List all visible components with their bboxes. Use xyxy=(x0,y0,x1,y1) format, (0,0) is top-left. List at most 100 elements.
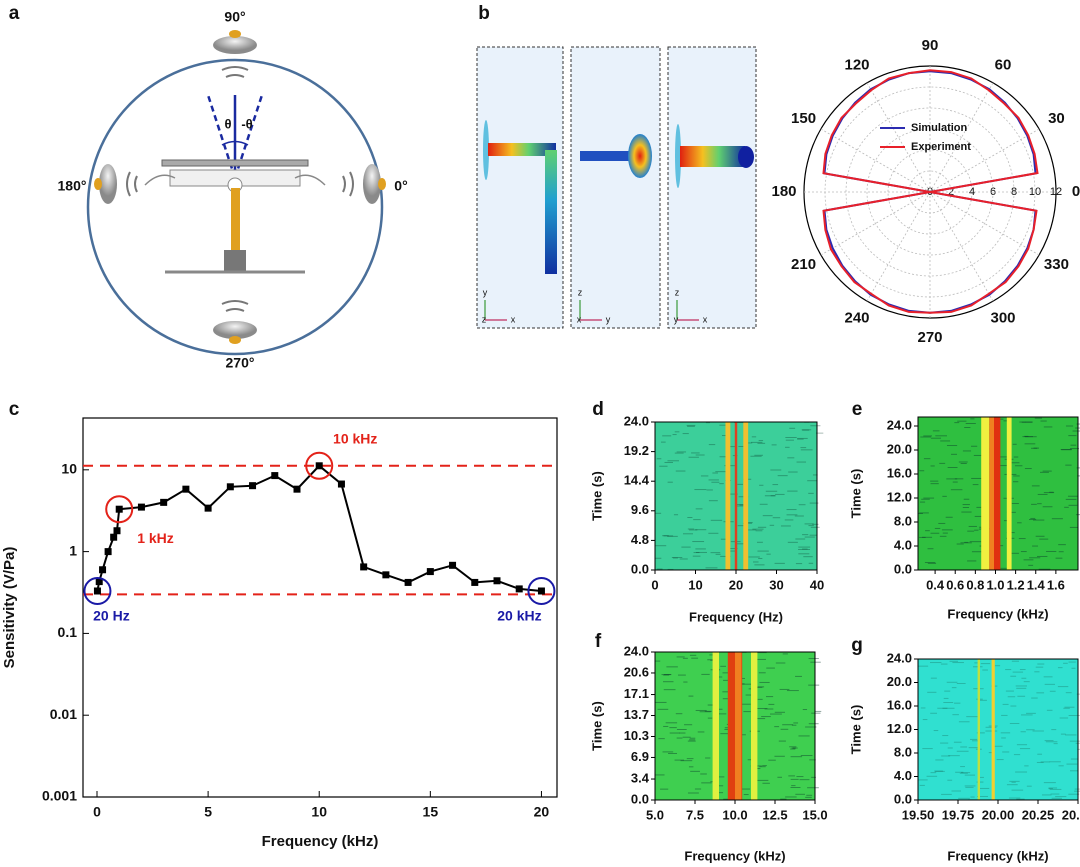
panel-label: b xyxy=(478,3,490,24)
point xyxy=(110,533,118,541)
y-tick-label: 4.0 xyxy=(894,537,912,552)
y-tick-label: 0.0 xyxy=(894,791,912,806)
annotation-circle xyxy=(527,576,556,605)
y-tick-label: 20.0 xyxy=(887,674,912,689)
panel-label: e xyxy=(852,399,863,420)
x-tick-label: 19.75 xyxy=(942,807,975,822)
x-tick-label: 30 xyxy=(769,577,783,592)
y-tick-label: 10 xyxy=(61,461,77,477)
grid-spoke xyxy=(820,128,931,193)
y-tick-label: 0.1 xyxy=(58,624,78,640)
angle-label: 180° xyxy=(58,178,87,194)
axis-name: z xyxy=(675,287,680,297)
point xyxy=(493,577,501,585)
x-tick-label: 0.4 xyxy=(926,577,945,592)
y-tick-label: 12.0 xyxy=(887,489,912,504)
spectral-band xyxy=(1006,417,1012,570)
x-tick-label: 20.25 xyxy=(1022,807,1055,822)
y-tick-label: 16.0 xyxy=(887,697,912,712)
x-tick-label: 12.5 xyxy=(762,807,787,822)
y-tick-label: 24.0 xyxy=(624,413,649,428)
plot-frame xyxy=(82,417,558,798)
grid-circle xyxy=(866,128,994,256)
spectrogram-bg xyxy=(918,659,1078,800)
x-tick-label: 40 xyxy=(810,577,824,592)
angle-tick-label: 60 xyxy=(995,57,1012,74)
x-tick-label: 1.6 xyxy=(1047,577,1065,592)
point xyxy=(226,483,234,491)
y-axis-label: Time (s) xyxy=(848,469,863,519)
y-axis-label: Time (s) xyxy=(589,701,604,751)
angle-tick-label: 330 xyxy=(1044,256,1069,273)
axis-name: y xyxy=(674,314,679,324)
angle-tick-label: 90 xyxy=(922,37,939,54)
grid-spoke xyxy=(929,191,994,302)
axis-name: z xyxy=(482,314,487,324)
axis-name: y xyxy=(483,287,488,297)
x-tick-label: 10.0 xyxy=(722,807,747,822)
angle-tick-label: 180 xyxy=(771,183,796,200)
x-tick-label: 15 xyxy=(423,804,439,820)
x-axis-label: Frequency (Hz) xyxy=(689,609,783,624)
y-axis-label: Sensitivity (V/Pa) xyxy=(1,547,18,669)
point xyxy=(337,480,345,488)
angle-tick-label: 120 xyxy=(844,57,869,74)
point xyxy=(515,585,523,593)
spectral-band xyxy=(712,652,719,800)
y-tick-label: 8.0 xyxy=(894,744,912,759)
axis-name: z xyxy=(578,287,583,297)
spectral-band xyxy=(734,422,738,570)
spectral-band xyxy=(725,422,731,570)
point xyxy=(471,578,479,586)
annotation-text: 10 kHz xyxy=(333,430,377,446)
spectral-band xyxy=(735,652,742,800)
setup-diagram xyxy=(86,30,386,356)
x-tick-label: 0.6 xyxy=(946,577,964,592)
point xyxy=(204,504,212,512)
y-tick-label: 19.2 xyxy=(624,443,649,458)
y-tick-label: 0.0 xyxy=(631,791,649,806)
point xyxy=(382,571,390,579)
annotation-text: 20 kHz xyxy=(497,608,541,624)
point xyxy=(537,587,545,595)
x-tick-label: 10 xyxy=(688,577,702,592)
y-tick-label: 8.0 xyxy=(894,513,912,528)
y-tick-label: 9.6 xyxy=(631,502,649,517)
spectral-band xyxy=(991,659,995,800)
axis-name: x xyxy=(511,314,516,324)
x-tick-label: 5.0 xyxy=(646,807,664,822)
x-tick-label: 19.50 xyxy=(902,807,935,822)
angle-label: 270° xyxy=(226,355,255,371)
point xyxy=(115,505,123,513)
angle-tick-label: 30 xyxy=(1048,110,1065,127)
x-axis-label: Frequency (kHz) xyxy=(262,833,379,850)
theta-label: θ xyxy=(224,116,231,131)
point xyxy=(137,503,145,511)
angle-tick-label: 300 xyxy=(990,309,1015,326)
point xyxy=(360,563,368,571)
point xyxy=(315,462,323,470)
y-tick-label: 3.4 xyxy=(631,770,650,785)
grid-spoke xyxy=(929,128,1040,193)
y-tick-label: 4.0 xyxy=(894,768,912,783)
annotation-circle xyxy=(83,576,112,605)
y-tick-label: 4.8 xyxy=(631,532,649,547)
grid-spoke xyxy=(866,82,931,193)
point xyxy=(160,498,168,506)
x-tick-label: 15.0 xyxy=(802,807,827,822)
y-tick-label: 14.4 xyxy=(624,473,650,488)
point xyxy=(99,566,107,574)
grid-spoke xyxy=(866,191,931,302)
y-axis-label: Time (s) xyxy=(589,471,604,521)
polar-line xyxy=(822,69,1039,314)
line xyxy=(96,464,542,592)
y-tick-label: 24.0 xyxy=(887,650,912,665)
point xyxy=(404,578,412,586)
point xyxy=(426,568,434,576)
angle-tick-label: 150 xyxy=(791,110,816,127)
y-tick-label: 16.0 xyxy=(887,465,912,480)
angle-label: 90° xyxy=(224,9,245,25)
y-tick-label: 17.1 xyxy=(624,686,649,701)
angle-label: 0° xyxy=(394,178,407,194)
